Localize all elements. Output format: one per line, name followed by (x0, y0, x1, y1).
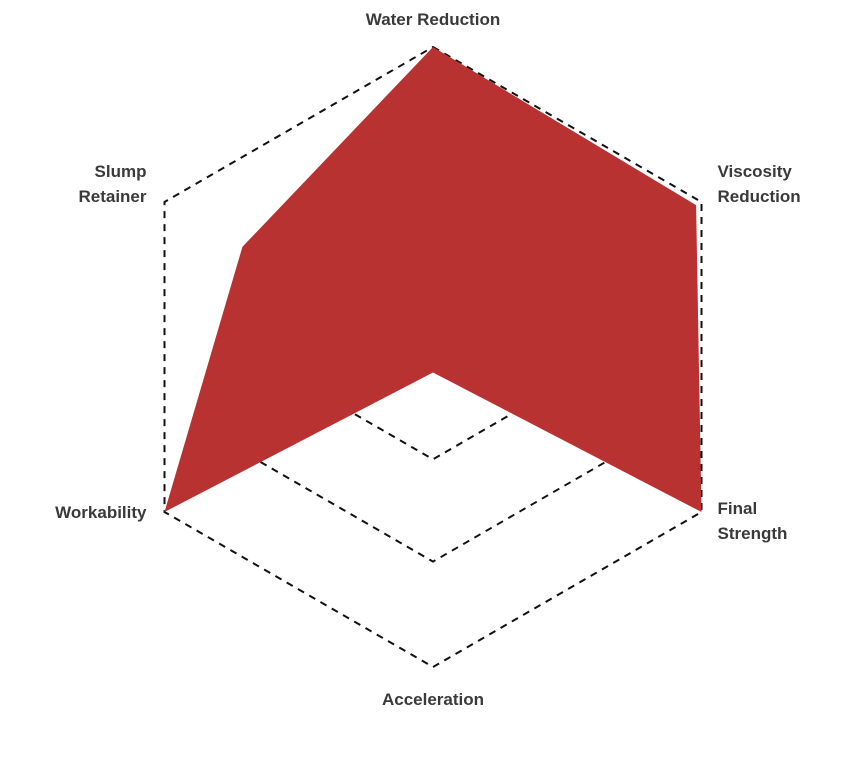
axis-label-3-line-1: Final (718, 499, 758, 518)
data-area (164, 47, 702, 512)
axis-label-5: Workability (55, 503, 147, 522)
axis-label-6-line-1: Slump (95, 162, 147, 181)
axis-label-1: Water Reduction (366, 10, 500, 29)
axis-label-6: Slump Retainer (78, 162, 146, 206)
grid-ring-3 (163, 45, 703, 669)
grid-ring-2 (254, 151, 612, 563)
axis-label-2: Viscosity Reduction (718, 162, 801, 206)
data-series (164, 47, 702, 512)
axis-label-2-line-1: Viscosity (718, 162, 793, 181)
axis-label-4-line-1: Acceleration (382, 690, 484, 709)
axis-label-2-line-2: Reduction (718, 187, 801, 206)
axis-label-3: Final Strength (718, 499, 788, 543)
axis-labels: Water Reduction Viscosity Reduction Final St… (55, 10, 800, 709)
axis-label-1-line-1: Water Reduction (366, 10, 500, 29)
axis-label-3-line-2: Strength (718, 524, 788, 543)
axis-label-6-line-2: Retainer (78, 187, 146, 206)
axis-label-4: Acceleration (382, 690, 484, 709)
axis-label-5-line-1: Workability (55, 503, 147, 522)
